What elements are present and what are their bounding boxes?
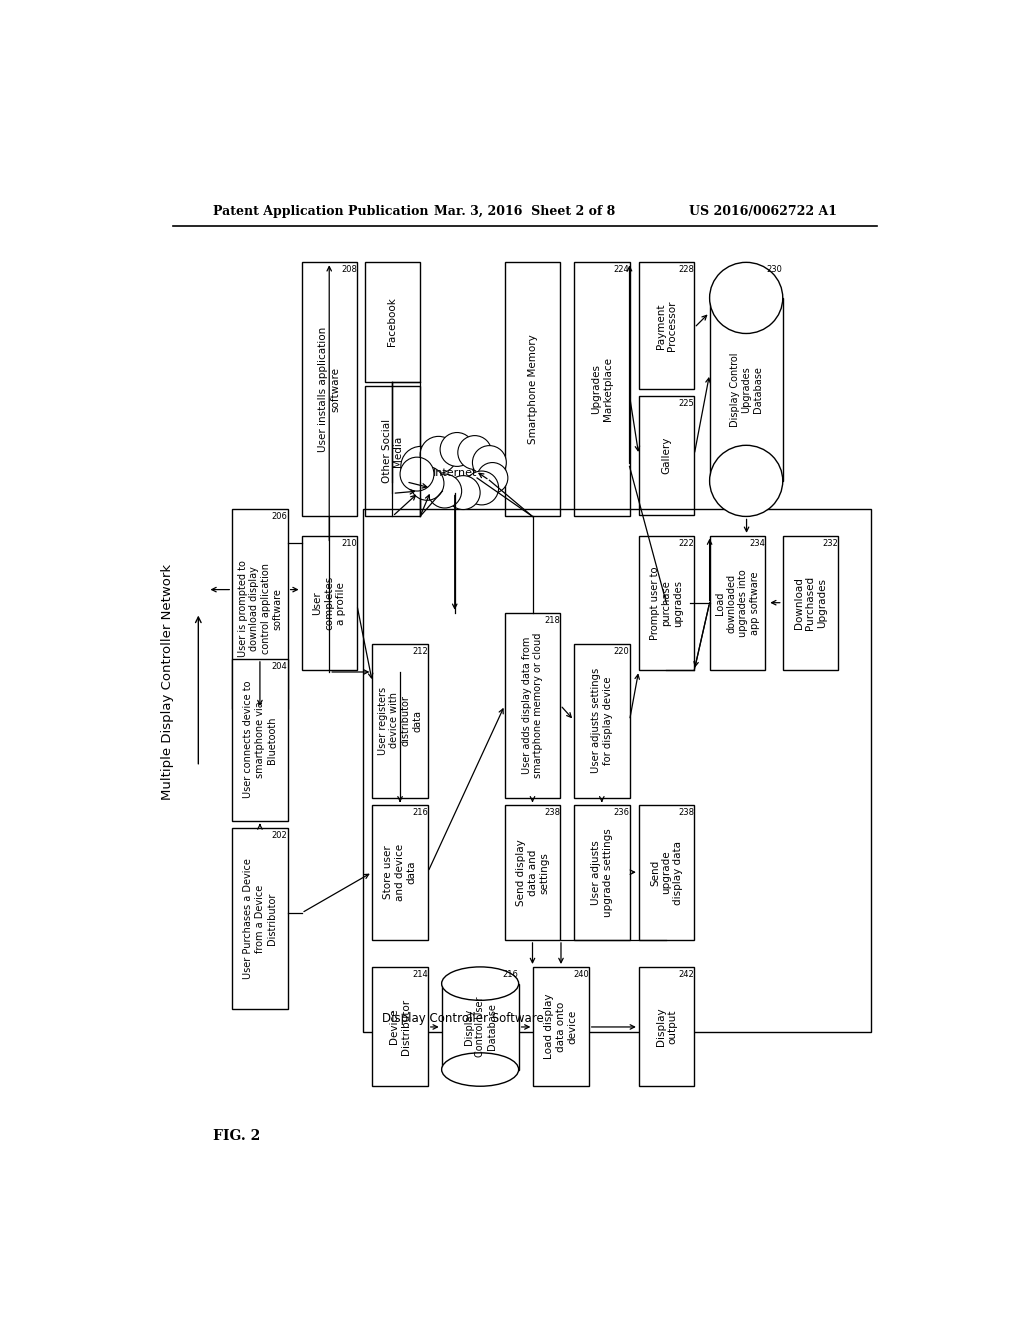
Circle shape	[420, 437, 457, 474]
Text: Prompt user to
purchase
upgrades: Prompt user to purchase upgrades	[650, 566, 683, 640]
Text: Display
output: Display output	[655, 1007, 677, 1045]
Bar	[639, 536, 694, 671]
Bar	[639, 263, 694, 389]
Ellipse shape	[441, 1053, 518, 1086]
Text: Load
downloaded
upgrades into
app software: Load downloaded upgrades into app softwa…	[715, 569, 760, 638]
Text: 224: 224	[613, 265, 630, 275]
Bar	[232, 829, 288, 1010]
Text: 230: 230	[767, 265, 782, 275]
Text: 228: 228	[678, 265, 694, 275]
Bar	[373, 644, 428, 797]
Text: Upgrades
Marketplace: Upgrades Marketplace	[591, 358, 612, 421]
Text: Load display
data onto
device: Load display data onto device	[545, 994, 578, 1060]
Text: 222: 222	[679, 539, 694, 548]
Bar	[639, 966, 694, 1086]
Text: User Purchases a Device
from a Device
Distributor: User Purchases a Device from a Device Di…	[244, 858, 276, 979]
Text: Other Social
Media: Other Social Media	[382, 418, 403, 483]
Text: Send display
data and
settings: Send display data and settings	[516, 840, 549, 906]
Text: Smartphone Memory: Smartphone Memory	[527, 334, 538, 445]
Bar	[232, 508, 288, 709]
Bar	[574, 263, 630, 516]
Circle shape	[446, 475, 480, 510]
Ellipse shape	[710, 445, 782, 516]
Bar	[639, 805, 694, 940]
Circle shape	[465, 471, 499, 506]
Text: 214: 214	[412, 970, 428, 979]
Bar	[364, 508, 871, 1032]
Text: 232: 232	[822, 539, 839, 548]
Text: US 2016/0062722 A1: US 2016/0062722 A1	[689, 205, 837, 218]
Circle shape	[400, 457, 434, 491]
Bar	[505, 263, 560, 516]
Text: Display
Control User
Database: Display Control User Database	[464, 997, 497, 1057]
Bar	[505, 612, 560, 797]
Text: Download
Purchased
Upgrades: Download Purchased Upgrades	[794, 576, 827, 630]
Circle shape	[440, 433, 474, 466]
Bar	[365, 263, 420, 381]
Text: User is prompted to
download display
control application
software: User is prompted to download display con…	[238, 561, 283, 657]
Bar	[301, 536, 357, 671]
Text: 234: 234	[750, 539, 765, 548]
Bar	[710, 536, 765, 671]
Bar	[574, 805, 630, 940]
Ellipse shape	[441, 966, 518, 1001]
Circle shape	[458, 436, 492, 470]
Bar	[639, 396, 694, 515]
Text: 210: 210	[341, 539, 357, 548]
Text: Display Control
Upgrades
Database: Display Control Upgrades Database	[729, 352, 763, 426]
Bar	[505, 805, 560, 940]
Text: 220: 220	[613, 647, 630, 656]
Text: 236: 236	[613, 808, 630, 817]
Text: Gallery: Gallery	[662, 437, 672, 474]
Bar	[365, 385, 420, 516]
Text: 225: 225	[679, 399, 694, 408]
Text: 212: 212	[412, 647, 428, 656]
Bar	[534, 966, 589, 1086]
Text: User adjusts
upgrade settings: User adjusts upgrade settings	[591, 828, 612, 917]
Circle shape	[410, 466, 444, 500]
Text: 240: 240	[573, 970, 589, 979]
Text: 202: 202	[272, 832, 288, 841]
Circle shape	[400, 446, 441, 487]
Circle shape	[477, 462, 508, 494]
Text: 204: 204	[272, 663, 288, 671]
Text: Facebook: Facebook	[387, 297, 397, 346]
Text: 242: 242	[679, 970, 694, 979]
Text: Internet: Internet	[432, 467, 477, 478]
Bar	[441, 983, 518, 1069]
Text: Store user
and device
data: Store user and device data	[383, 843, 417, 902]
Text: Patent Application Publication: Patent Application Publication	[213, 205, 428, 218]
Text: User
completes
a profile: User completes a profile	[312, 576, 346, 630]
Ellipse shape	[710, 263, 782, 334]
Text: 216: 216	[503, 970, 518, 979]
Text: Send
upgrade
display data: Send upgrade display data	[650, 841, 683, 904]
Text: Display Controller Software: Display Controller Software	[382, 1011, 544, 1024]
Text: User adjusts settings
for display device: User adjusts settings for display device	[591, 668, 612, 774]
Text: 208: 208	[341, 265, 357, 275]
Bar	[574, 644, 630, 797]
Text: User registers
device with
distributor
data: User registers device with distributor d…	[378, 686, 423, 755]
Text: FIG. 2: FIG. 2	[213, 1129, 260, 1143]
Circle shape	[428, 474, 462, 508]
Bar	[782, 536, 839, 671]
Text: 218: 218	[545, 615, 560, 624]
Text: User installs application
software: User installs application software	[318, 327, 340, 451]
Text: 238: 238	[544, 808, 560, 817]
Text: 216: 216	[412, 808, 428, 817]
Circle shape	[472, 446, 506, 479]
Text: User adds display data from
smartphone memory or cloud: User adds display data from smartphone m…	[521, 632, 544, 777]
Text: Mar. 3, 2016  Sheet 2 of 8: Mar. 3, 2016 Sheet 2 of 8	[434, 205, 615, 218]
Bar	[373, 966, 428, 1086]
Bar	[710, 298, 782, 480]
Text: Multiple Display Controller Network: Multiple Display Controller Network	[161, 564, 174, 800]
Bar	[373, 805, 428, 940]
Bar	[301, 263, 357, 516]
Bar	[232, 659, 288, 821]
Text: Device
Distributor: Device Distributor	[389, 998, 411, 1055]
Text: Payment
Processor: Payment Processor	[655, 301, 677, 351]
Text: 206: 206	[271, 512, 288, 521]
Text: User connects device to
smartphone via
Bluetooth: User connects device to smartphone via B…	[244, 681, 276, 799]
Text: 238: 238	[678, 808, 694, 817]
